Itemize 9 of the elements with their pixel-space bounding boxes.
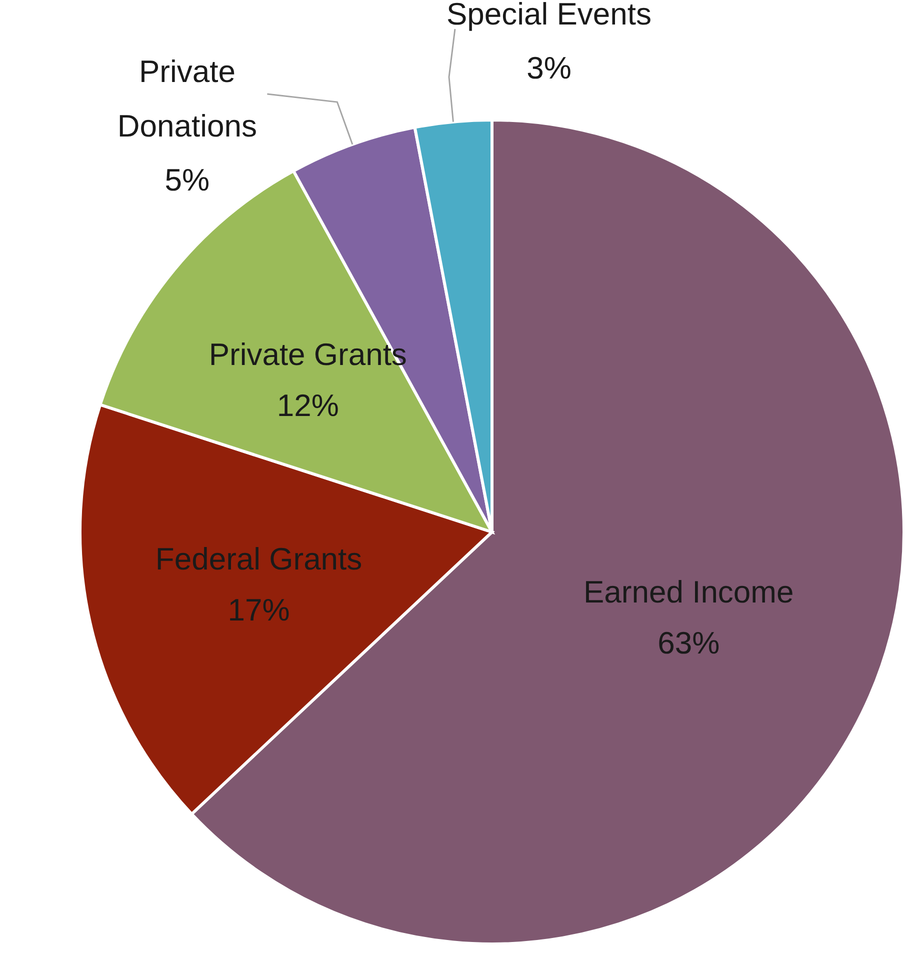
data-label: 12% bbox=[276, 388, 339, 424]
data-label: 63% bbox=[658, 626, 720, 661]
data-label: 5% bbox=[164, 162, 210, 198]
slice-label: Special Events bbox=[446, 0, 652, 32]
data-label: 3% bbox=[526, 50, 572, 86]
slice-label: Private Donations bbox=[117, 54, 257, 144]
slice-label: Earned Income bbox=[584, 574, 794, 610]
data-label: 17% bbox=[228, 592, 290, 628]
slice-label: Federal Grants bbox=[155, 541, 362, 576]
